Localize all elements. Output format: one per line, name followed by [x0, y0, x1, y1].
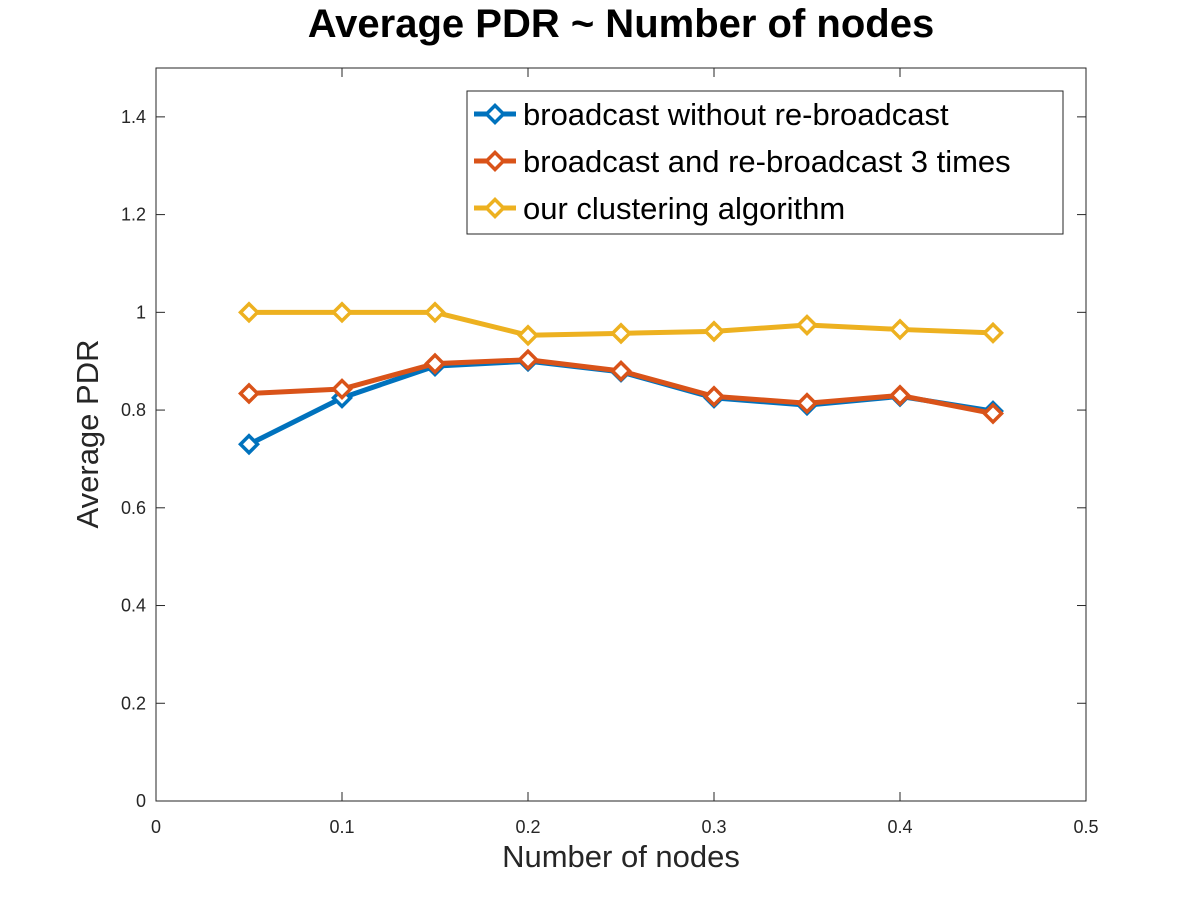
y-tick-label: 1.4 [121, 107, 146, 127]
series-3-point [889, 318, 911, 341]
legend-label-3: our clustering algorithm [523, 191, 845, 226]
series-3 [238, 301, 1004, 347]
series-3-point [703, 320, 725, 343]
legend-label-2: broadcast and re-broadcast 3 times [523, 144, 1011, 179]
plot-frame [155, 67, 1087, 802]
x-tick-label: 0.3 [701, 817, 726, 837]
series-3-point [796, 314, 818, 337]
legend-marker-1 [484, 103, 506, 125]
legend-label-1: broadcast without re-broadcast [523, 97, 949, 132]
x-tick-label: 0.1 [329, 817, 354, 837]
axis-ticks: 0 0.1 0.2 0.3 0.4 0.5 0 0.2 0.4 0.6 0.8 1 1.2 1.4 [121, 68, 1099, 837]
y-tick-label: 1.2 [121, 205, 146, 225]
legend-marker-2 [484, 150, 506, 172]
series-3-point [610, 322, 632, 345]
x-tick-label: 0.4 [887, 817, 912, 837]
x-tick-label: 0.2 [515, 817, 540, 837]
series-2-point [424, 352, 446, 375]
series-2-point [796, 392, 818, 415]
y-tick-label: 0.8 [121, 400, 146, 420]
series-3-point [238, 301, 260, 324]
series-layer [238, 301, 1004, 456]
legend-marker-3 [484, 197, 506, 219]
y-axis-label: Average PDR [70, 340, 105, 529]
series-2-point [982, 402, 1004, 425]
y-tick-label: 0.4 [121, 596, 146, 616]
y-tick-label: 0 [136, 791, 146, 811]
series-2 [238, 348, 1004, 425]
legend: broadcast without re-broadcast broadcast … [466, 90, 1064, 235]
y-tick-label: 1 [136, 302, 146, 322]
series-2-point [331, 378, 353, 401]
series-3-point [982, 321, 1004, 344]
x-axis-label: Number of nodes [502, 839, 740, 874]
series-2-point [517, 348, 539, 371]
series-3-point [517, 324, 539, 347]
series-1-point [238, 433, 260, 456]
series-2-point [703, 385, 725, 408]
x-tick-label: 0 [151, 817, 161, 837]
series-3-point [331, 301, 353, 324]
legend-box [466, 90, 1064, 235]
y-tick-label: 0.6 [121, 498, 146, 518]
series-2-point [889, 384, 911, 407]
series-3-point [424, 301, 446, 324]
chart-title: Average PDR ~ Number of nodes [308, 2, 934, 46]
x-tick-label: 0.5 [1073, 817, 1098, 837]
y-tick-label: 0.2 [121, 693, 146, 713]
series-2-point [238, 382, 260, 405]
series-2-point [610, 359, 632, 382]
